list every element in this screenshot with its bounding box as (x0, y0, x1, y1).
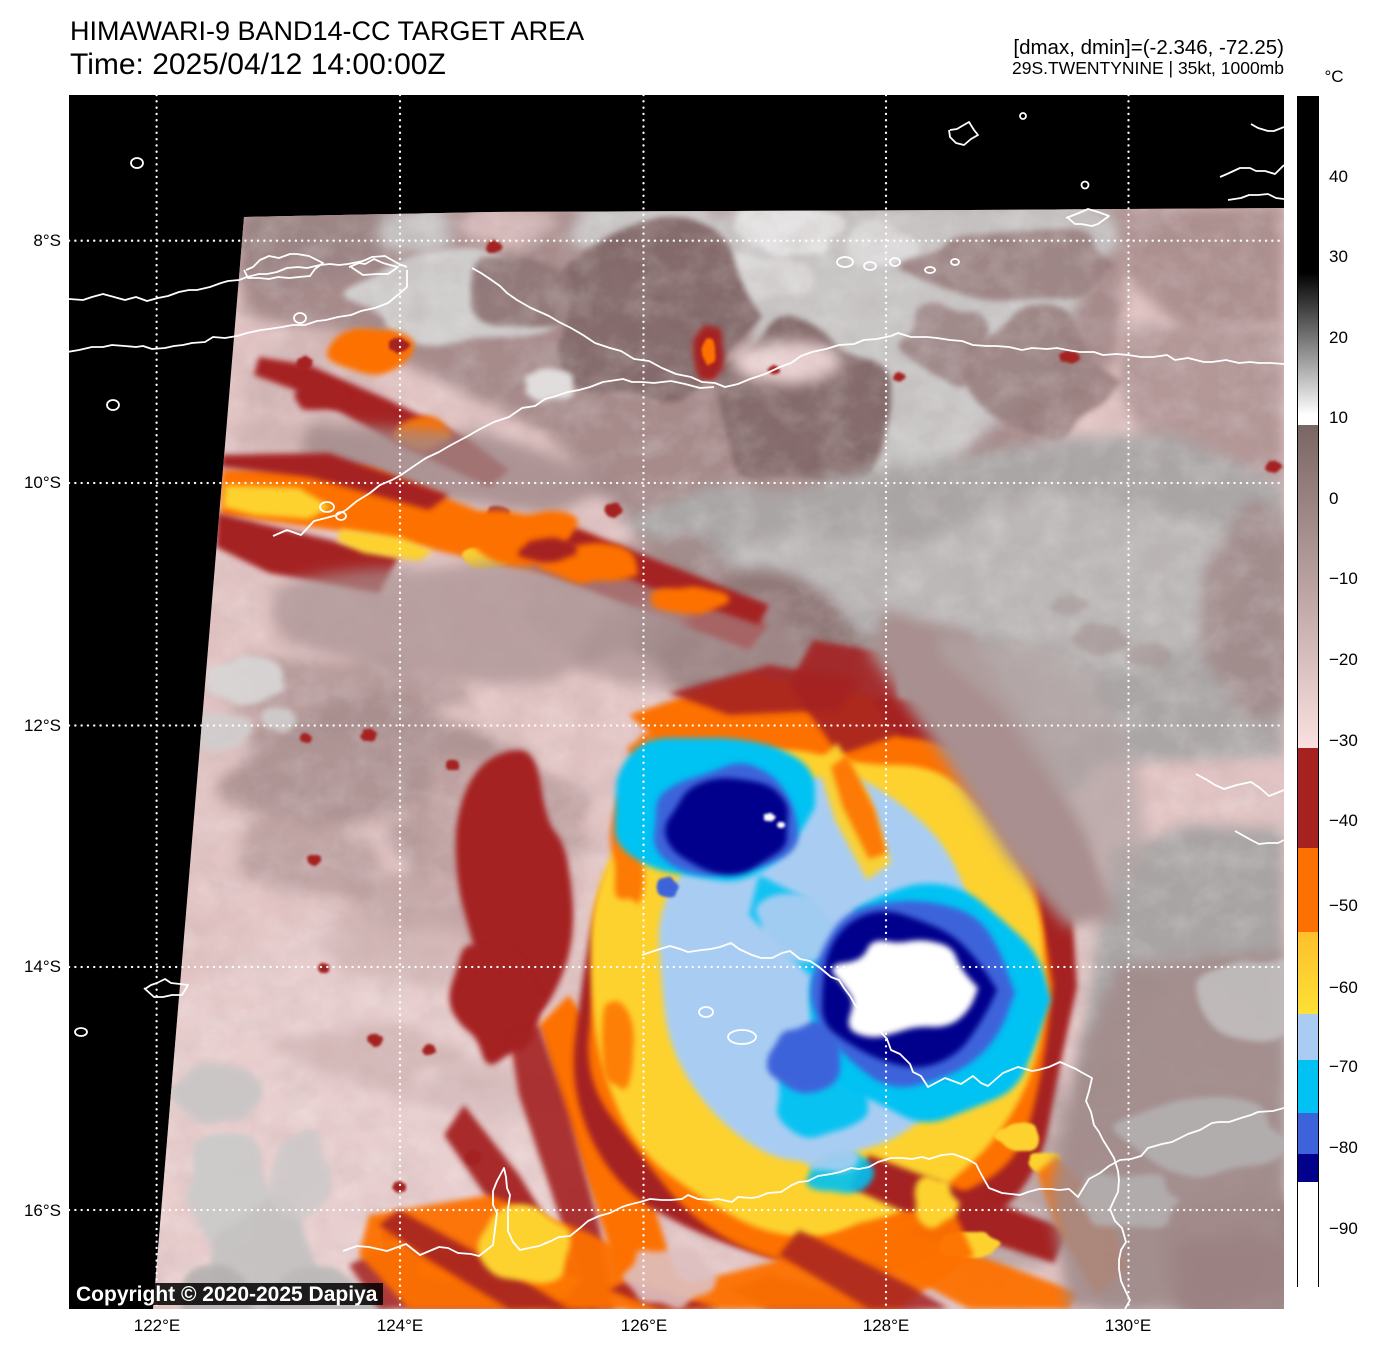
svg-text:Copyright © 2020-2025 Dapiya: Copyright © 2020-2025 Dapiya (76, 1283, 378, 1306)
